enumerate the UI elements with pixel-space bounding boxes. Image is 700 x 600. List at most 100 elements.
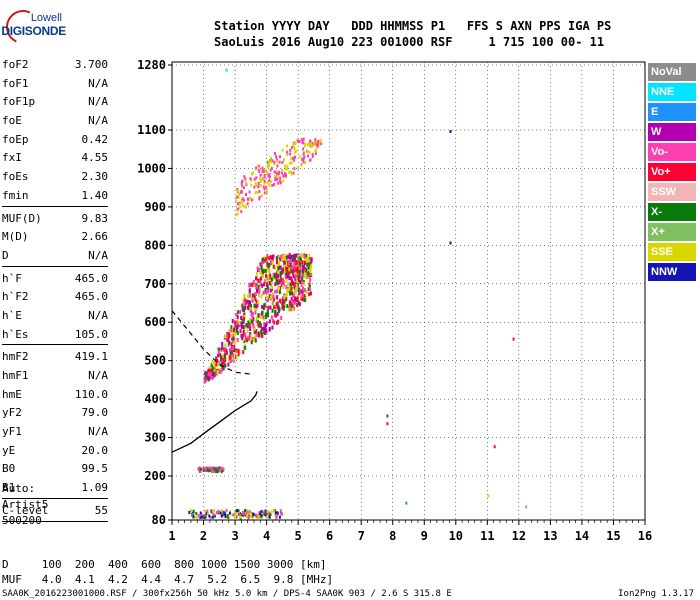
- echo-point: [247, 335, 250, 340]
- echo-point: [250, 282, 253, 287]
- echo-point: [301, 260, 304, 265]
- echo-point: [276, 175, 279, 179]
- echo-point: [249, 300, 252, 305]
- echo-point: [293, 167, 296, 171]
- echo-point: [250, 178, 253, 182]
- echo-point: [255, 304, 258, 309]
- param-key: B0: [2, 462, 16, 476]
- legend-item: SSW: [648, 183, 696, 201]
- echo-point: [211, 366, 214, 371]
- echo-point: [291, 303, 294, 308]
- echo-point: [271, 159, 274, 163]
- echo-point: [296, 269, 299, 274]
- echo-point: [274, 265, 276, 270]
- param-value: N/A: [88, 248, 108, 262]
- echo-point: [313, 143, 316, 146]
- echo-point: [487, 494, 490, 498]
- param-value: 20.0: [81, 443, 109, 457]
- param-key: hmF2: [2, 350, 29, 364]
- echo-point: [293, 265, 296, 270]
- echo-point: [235, 513, 238, 517]
- echo-point: [194, 515, 197, 519]
- echo-point: [281, 257, 284, 261]
- echo-point: [257, 168, 260, 172]
- echo-point: [252, 323, 255, 328]
- echo-point: [255, 316, 258, 321]
- echo-point: [251, 171, 254, 175]
- echo-point: [188, 510, 191, 514]
- echo-point: [304, 143, 307, 146]
- echo-point: [274, 152, 277, 155]
- echo-point: [264, 315, 267, 320]
- echo-point: [259, 323, 262, 328]
- echo-point: [227, 515, 230, 519]
- echo-point: [286, 271, 289, 276]
- echo-point: [297, 255, 300, 260]
- echo-point: [283, 294, 286, 299]
- echo-point: [289, 262, 292, 267]
- plot-frame: [171, 61, 646, 521]
- echo-point: [240, 210, 243, 214]
- echo-point: [294, 296, 297, 301]
- echo-point: [202, 516, 205, 519]
- echo-point: [245, 193, 247, 196]
- echo-point: [302, 160, 305, 164]
- echo-point: [218, 350, 220, 355]
- echo-point: [208, 375, 211, 380]
- echo-point: [210, 510, 213, 514]
- echo-point: [272, 509, 275, 513]
- y-tick-label: 1100: [137, 123, 166, 137]
- echo-point: [271, 183, 274, 187]
- echo-point: [310, 263, 313, 268]
- echo-point: [236, 509, 239, 513]
- echo-point: [255, 184, 258, 188]
- echo-point: [301, 297, 304, 302]
- echo-point: [233, 333, 236, 338]
- echo-point: [294, 276, 297, 281]
- echo-point: [253, 177, 256, 181]
- echo-point: [289, 264, 292, 269]
- echo-point: [274, 305, 277, 310]
- echo-point: [208, 514, 211, 518]
- echo-point: [243, 339, 246, 344]
- echo-point: [290, 303, 293, 308]
- echo-point: [203, 467, 206, 470]
- echo-point: [268, 269, 271, 274]
- echo-point: [386, 414, 389, 418]
- echo-point: [255, 319, 258, 324]
- echo-point: [271, 260, 274, 265]
- echo-point: [247, 516, 250, 520]
- echo-point: [236, 189, 239, 193]
- echo-point: [267, 289, 270, 294]
- echo-point: [269, 255, 272, 260]
- echo-point: [299, 288, 301, 293]
- echo-point: [258, 514, 261, 518]
- echo-point: [261, 283, 264, 288]
- echo-point: [215, 511, 218, 515]
- echo-point: [195, 512, 198, 515]
- echo-point: [199, 469, 202, 473]
- echo-point: [305, 290, 308, 294]
- echo-point: [279, 509, 282, 513]
- y-tick-label: 600: [144, 315, 166, 329]
- echo-point: [298, 302, 301, 307]
- echo-point: [241, 333, 244, 338]
- param-row: h`F2 465.0: [2, 288, 108, 307]
- echo-point: [238, 349, 241, 354]
- echo-point: [264, 327, 267, 332]
- echo-point: [296, 166, 299, 170]
- echo-point: [260, 509, 263, 513]
- x-tick-label: 11: [480, 529, 494, 543]
- echo-point: [206, 468, 209, 472]
- echo-point: [288, 253, 291, 257]
- muf-row: MUF 4.0 4.1 4.2 4.4 4.7 5.2 6.5 9.8 [MHz…: [2, 573, 334, 586]
- x-tick-label: 2: [200, 529, 207, 543]
- echo-point: [298, 139, 301, 143]
- echo-point: [302, 264, 305, 268]
- echo-point: [449, 130, 452, 133]
- y-tick-label: 800: [144, 238, 166, 252]
- echo-point: [222, 467, 225, 471]
- legend-item: NNE: [648, 83, 696, 101]
- echo-point: [291, 264, 293, 269]
- echo-point: [273, 274, 276, 279]
